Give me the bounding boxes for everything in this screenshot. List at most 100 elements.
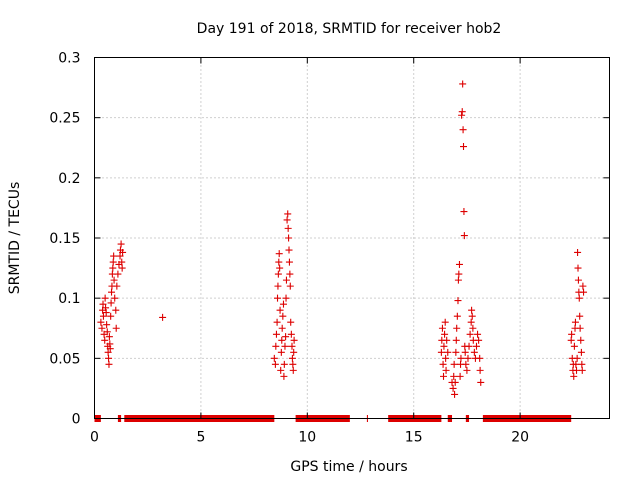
- data-point: [475, 336, 483, 344]
- data-point: [117, 240, 125, 248]
- data-point: [573, 354, 581, 362]
- data-point: [108, 288, 116, 296]
- data-point: [452, 348, 460, 356]
- data-point: [289, 366, 297, 374]
- data-point: [461, 348, 469, 356]
- data-point: [286, 282, 294, 290]
- data-point: [283, 216, 291, 224]
- data-point: [159, 313, 167, 321]
- data-point: [106, 345, 114, 353]
- data-point: [274, 270, 282, 278]
- data-point: [281, 342, 289, 350]
- data-point: [285, 258, 293, 266]
- data-point: [103, 328, 111, 336]
- data-point: [276, 264, 284, 272]
- data-point: [105, 360, 113, 368]
- data-point: [102, 309, 110, 317]
- data-point: [577, 348, 585, 356]
- data-point: [454, 297, 462, 305]
- data-point: [277, 348, 285, 356]
- y-tick-label: 0.1: [58, 291, 80, 307]
- data-point: [470, 348, 478, 356]
- x-tick-label: 15: [405, 430, 423, 446]
- data-point: [443, 336, 451, 344]
- data-point: [460, 232, 468, 240]
- data-point: [440, 372, 448, 380]
- chart-title: Day 191 of 2018, SRMTID for receiver hob…: [197, 21, 502, 37]
- data-point: [282, 294, 290, 302]
- data-point: [103, 321, 111, 329]
- data-point: [454, 276, 462, 284]
- data-point: [109, 258, 117, 266]
- data-point: [450, 372, 458, 380]
- data-point: [282, 333, 290, 341]
- y-tick-label: 0.05: [49, 351, 80, 367]
- data-point: [571, 318, 579, 326]
- data-point: [441, 330, 449, 338]
- data-point: [282, 276, 290, 284]
- data-point: [466, 330, 474, 338]
- data-point: [476, 354, 484, 362]
- data-point: [568, 330, 576, 338]
- data-point: [469, 324, 477, 332]
- data-point: [572, 360, 580, 368]
- data-point: [285, 234, 293, 242]
- data-point: [455, 260, 463, 268]
- data-point: [462, 360, 470, 368]
- data-point: [580, 288, 588, 296]
- plot-frame: [94, 57, 610, 419]
- data-point: [460, 208, 468, 216]
- data-point: [458, 108, 466, 116]
- data-point: [472, 342, 480, 350]
- data-point: [290, 348, 298, 356]
- data-point: [277, 366, 285, 374]
- data-point: [287, 318, 295, 326]
- data-point: [104, 348, 112, 356]
- data-point: [468, 312, 476, 320]
- data-point: [444, 348, 452, 356]
- data-point: [453, 312, 461, 320]
- data-point: [451, 390, 459, 398]
- data-point: [112, 306, 120, 314]
- data-point: [99, 300, 107, 308]
- data-point: [276, 306, 284, 314]
- data-point: [455, 270, 463, 278]
- y-tick-label: 0: [72, 412, 81, 428]
- data-point: [107, 299, 115, 307]
- x-axis-label: GPS time / hours: [290, 459, 407, 475]
- data-point: [278, 324, 286, 332]
- data-point: [280, 372, 288, 380]
- data-point: [579, 282, 587, 290]
- grid-lines: [94, 57, 610, 419]
- data-point: [279, 300, 287, 308]
- data-point: [438, 324, 446, 332]
- data-point: [476, 366, 484, 374]
- data-point: [112, 324, 120, 332]
- data-point: [114, 270, 122, 278]
- data-point: [439, 360, 447, 368]
- data-point: [280, 360, 288, 368]
- data-point: [576, 324, 584, 332]
- data-point: [271, 360, 279, 368]
- data-point: [97, 318, 105, 326]
- data-point: [107, 312, 115, 320]
- data-point: [440, 342, 448, 350]
- data-point: [442, 354, 450, 362]
- data-point: [450, 360, 458, 368]
- y-tick-label: 0.25: [49, 111, 80, 127]
- data-point: [101, 336, 109, 344]
- data-point: [453, 324, 461, 332]
- data-point: [284, 224, 292, 232]
- data-point: [286, 270, 294, 278]
- data-point: [119, 248, 127, 256]
- data-point: [456, 372, 464, 380]
- data-point: [576, 312, 584, 320]
- data-point: [459, 80, 467, 88]
- data-point: [290, 336, 298, 344]
- y-axis-label: SRMTID / TECUs: [7, 182, 23, 295]
- data-point: [118, 258, 126, 266]
- data-point: [118, 264, 126, 272]
- y-tick-label: 0.3: [58, 51, 80, 67]
- data-point: [102, 304, 110, 312]
